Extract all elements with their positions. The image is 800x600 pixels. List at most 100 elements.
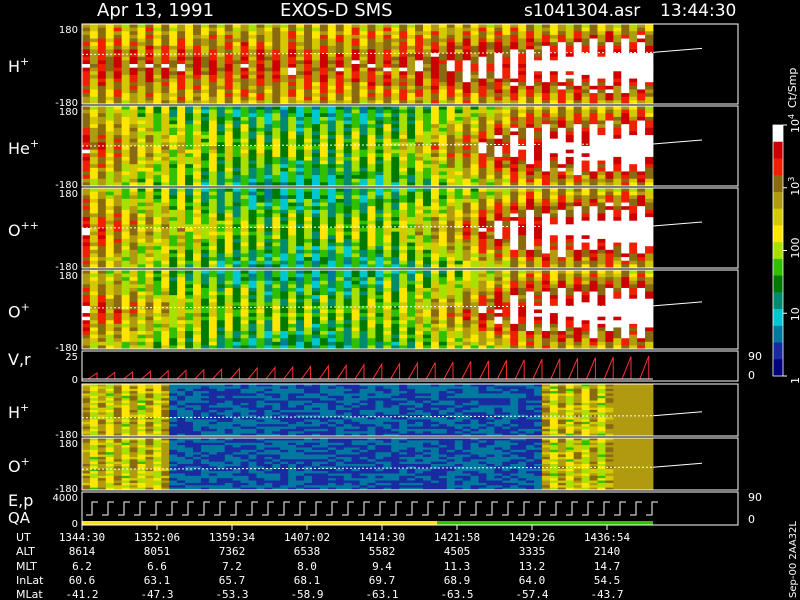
heatmap-cell: [565, 213, 575, 218]
heatmap-cell: [605, 264, 614, 269]
heatmap-cell: [153, 153, 162, 158]
heatmap-cell: [367, 224, 376, 229]
heatmap-cell: [248, 38, 257, 43]
heatmap-cell: [89, 93, 99, 98]
heatmap-cell: [605, 31, 614, 36]
heatmap-cell: [383, 131, 392, 136]
heatmap-cell: [296, 82, 305, 87]
heatmap-cell: [153, 224, 162, 229]
heatmap-cell: [645, 260, 654, 265]
heatmap-cell: [549, 124, 559, 129]
heatmap-cell: [327, 249, 337, 254]
heatmap-cell: [383, 209, 392, 214]
heatmap-cell: [589, 228, 598, 233]
heatmap-cell: [383, 124, 392, 129]
heatmap-cell: [407, 113, 416, 118]
heatmap-cell: [502, 109, 511, 114]
heatmap-cell: [319, 228, 329, 233]
heatmap-cell: [399, 242, 408, 247]
heatmap-cell: [89, 135, 99, 140]
heatmap-cell: [280, 191, 289, 196]
heatmap-cell: [351, 53, 360, 58]
heatmap-cell: [200, 27, 210, 32]
heatmap-cell: [335, 249, 345, 254]
heatmap-cell: [335, 188, 345, 193]
heatmap-cell: [438, 106, 448, 111]
heatmap-cell: [375, 24, 384, 29]
heatmap-cell: [185, 24, 194, 29]
heatmap-cell: [407, 135, 416, 140]
heatmap-cell: [430, 209, 440, 214]
heatmap-cell: [573, 38, 583, 43]
heatmap-cell: [121, 131, 130, 136]
heatmap-cell: [446, 260, 456, 265]
heatmap-cell: [502, 34, 511, 39]
heatmap-cell: [375, 53, 384, 58]
heatmap-cell: [343, 202, 353, 207]
heatmap-cell: [454, 82, 464, 87]
heatmap-cell: [280, 71, 289, 76]
heatmap-cell: [589, 164, 598, 169]
heatmap-cell: [557, 100, 567, 105]
heatmap-cell: [89, 249, 99, 254]
heatmap-cell: [113, 249, 123, 254]
heatmap-cell: [494, 135, 503, 140]
heatmap-cell: [113, 67, 123, 72]
heatmap-cell: [129, 195, 138, 200]
heatmap-cell: [200, 31, 210, 36]
heatmap-cell: [145, 113, 154, 118]
heatmap-cell: [367, 264, 376, 269]
heatmap-cell: [446, 45, 456, 50]
heatmap-cell: [296, 195, 305, 200]
heatmap-cell: [200, 109, 210, 114]
heatmap-cell: [351, 116, 360, 121]
heatmap-cell: [637, 89, 646, 94]
heatmap-cell: [645, 100, 654, 105]
heatmap-cell: [470, 188, 479, 193]
heatmap-cell: [82, 149, 91, 154]
heatmap-cell: [161, 100, 170, 105]
heatmap-cell: [645, 71, 654, 76]
heatmap-cell: [343, 242, 353, 247]
heatmap-cell: [486, 160, 495, 165]
heatmap-cell: [343, 224, 353, 229]
heatmap-cell: [97, 167, 107, 172]
heatmap-cell: [105, 249, 115, 254]
heatmap-cell: [240, 34, 249, 39]
heatmap-cell: [557, 195, 567, 200]
heatmap-cell: [248, 213, 257, 218]
heatmap-cell: [161, 249, 170, 254]
heatmap-cell: [613, 71, 622, 76]
heatmap-cell: [383, 224, 392, 229]
heatmap-cell: [534, 213, 543, 218]
heatmap-cell: [264, 138, 273, 143]
heatmap-cell: [200, 231, 210, 236]
heatmap-cell: [169, 171, 178, 176]
heatmap-cell: [549, 195, 559, 200]
heatmap-cell: [208, 246, 218, 251]
heatmap-cell: [224, 191, 234, 196]
heatmap-cell: [185, 209, 194, 214]
heatmap-cell: [177, 224, 186, 229]
heatmap-cell: [494, 149, 503, 154]
heatmap-cell: [343, 153, 353, 158]
heatmap-cell: [145, 246, 154, 251]
heatmap-cell: [335, 49, 345, 54]
heatmap-cell: [351, 34, 360, 39]
heatmap-cell: [478, 27, 487, 32]
heatmap-cell: [415, 209, 424, 214]
heatmap-cell: [605, 195, 614, 200]
heatmap-cell: [256, 85, 265, 90]
heatmap-cell: [391, 31, 400, 36]
heatmap-cell: [224, 153, 234, 158]
heatmap-cell: [82, 164, 91, 169]
heatmap-cell: [113, 228, 123, 233]
heatmap-cell: [589, 235, 598, 240]
heatmap-cell: [240, 56, 249, 61]
heatmap-cell: [193, 42, 202, 47]
heatmap-cell: [526, 242, 535, 247]
heatmap-cell: [200, 53, 210, 58]
heatmap-cell: [296, 153, 305, 158]
heatmap-cell: [256, 135, 265, 140]
heatmap-cell: [589, 171, 598, 176]
